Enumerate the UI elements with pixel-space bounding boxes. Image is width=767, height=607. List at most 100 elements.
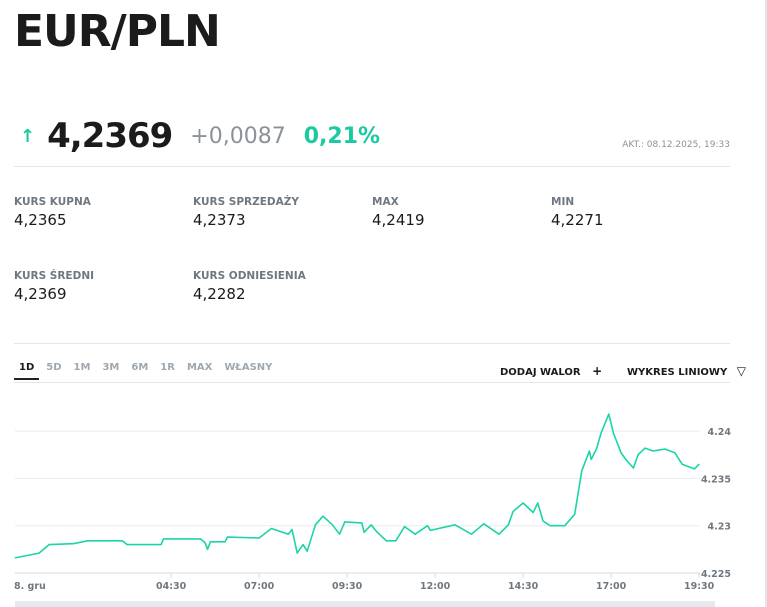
tab-wlasny[interactable]: WŁASNY [224, 362, 273, 373]
data-point [612, 432, 614, 434]
data-point [637, 454, 639, 456]
data-point [385, 540, 387, 542]
x-tick-label: 09:30 [332, 581, 363, 592]
data-point [291, 528, 293, 530]
data-point [507, 524, 509, 526]
stat-value: 4,2271 [551, 211, 604, 229]
stat-kurs-sredni: KURS ŚREDNI 4,2369 [14, 270, 184, 303]
data-point [209, 541, 211, 543]
data-point [287, 533, 289, 535]
y-tick-label: 4.24 [708, 427, 732, 438]
data-point [361, 522, 363, 524]
data-point [652, 450, 654, 452]
data-point [574, 513, 576, 515]
x-tick-label: 14:30 [508, 581, 539, 592]
tab-max[interactable]: MAX [186, 362, 213, 373]
chart-toolbar-divider [14, 382, 730, 383]
plus-icon: + [592, 364, 603, 378]
data-point [564, 525, 566, 527]
x-tick-label: 07:00 [244, 581, 275, 592]
data-point [363, 531, 365, 533]
data-point [48, 544, 50, 546]
tab-6m[interactable]: 6M [131, 362, 149, 373]
data-point [522, 502, 524, 504]
data-point [498, 533, 500, 535]
data-point [199, 538, 201, 540]
page-title: EUR/PLN [14, 6, 221, 57]
data-point [296, 552, 298, 554]
data-point [331, 524, 333, 526]
data-point [483, 523, 485, 525]
price-line [14, 413, 700, 559]
data-point [87, 540, 89, 542]
add-instrument-button[interactable]: DODAJ WALOR + [500, 364, 602, 378]
data-point [674, 452, 676, 454]
data-point [14, 557, 16, 559]
tab-3m[interactable]: 3M [102, 362, 120, 373]
stat-kurs-kupna: KURS KUPNA 4,2365 [14, 196, 184, 229]
stat-label: KURS ODNIESIENIA [193, 270, 306, 282]
stat-kurs-odniesienia: KURS ODNIESIENIA 4,2282 [193, 270, 363, 303]
data-point [632, 467, 634, 469]
data-point [590, 458, 592, 460]
chart-type-label: WYKRES LINIOWY [627, 367, 728, 378]
data-point [72, 543, 74, 545]
data-point [204, 542, 206, 544]
divider [14, 343, 730, 344]
x-tick-label: 12:00 [420, 581, 451, 592]
data-point [226, 536, 228, 538]
divider [14, 166, 730, 167]
triangle-down-icon: ▽ [736, 364, 746, 378]
data-point [404, 526, 406, 528]
data-point [414, 533, 416, 535]
data-point [375, 530, 377, 532]
last-updated: AKT.: 08.12.2025, 19:33 [622, 140, 730, 150]
stat-value: 4,2419 [372, 211, 425, 229]
data-point [322, 515, 324, 517]
stat-value: 4,2373 [193, 211, 246, 229]
data-point [126, 544, 128, 546]
add-instrument-label: DODAJ WALOR [500, 367, 581, 378]
data-point [608, 413, 610, 415]
tab-1r[interactable]: 1R [160, 362, 175, 373]
data-point [537, 502, 539, 504]
stat-label: KURS SPRZEDAŻY [193, 196, 299, 208]
chart-type-dropdown[interactable]: WYKRES LINIOWY ▽ [627, 364, 746, 378]
stat-label: KURS KUPNA [14, 196, 91, 208]
data-point [160, 544, 162, 546]
price-chart[interactable]: 4.24 4.235 4.23 4.225 8. gru 04:30 07:00 09:30 1… [0, 390, 767, 607]
data-point [302, 544, 304, 546]
data-point [600, 432, 602, 434]
stat-value: 4,2282 [193, 285, 246, 303]
data-point [588, 450, 590, 452]
scrollbar[interactable] [765, 0, 767, 607]
data-point [512, 511, 514, 513]
price-change-percent: 0,21% [303, 123, 381, 149]
data-point [532, 511, 534, 513]
data-point [121, 540, 123, 542]
y-tick-label: 4.235 [701, 474, 731, 485]
data-point [162, 538, 164, 540]
data-point [314, 524, 316, 526]
data-point [370, 524, 372, 526]
stat-kurs-sprzedazy: KURS SPRZEDAŻY 4,2373 [193, 196, 363, 229]
x-tick-label: 17:00 [596, 581, 627, 592]
current-price: 4,2369 [47, 116, 173, 156]
stat-value: 4,2369 [14, 285, 67, 303]
tab-1d[interactable]: 1D [14, 362, 40, 380]
data-point [344, 521, 346, 523]
tab-1m[interactable]: 1M [73, 362, 91, 373]
data-point [224, 541, 226, 543]
data-point [454, 524, 456, 526]
tab-5d[interactable]: 5D [46, 362, 62, 373]
data-point [395, 540, 397, 542]
y-tick-label: 4.23 [708, 522, 731, 533]
data-point [644, 447, 646, 449]
data-point [664, 448, 666, 450]
data-point [542, 520, 544, 522]
data-point [38, 552, 40, 554]
data-point [625, 458, 627, 460]
data-point [595, 448, 597, 450]
data-point [581, 470, 583, 472]
stat-max: MAX 4,2419 [372, 196, 542, 229]
